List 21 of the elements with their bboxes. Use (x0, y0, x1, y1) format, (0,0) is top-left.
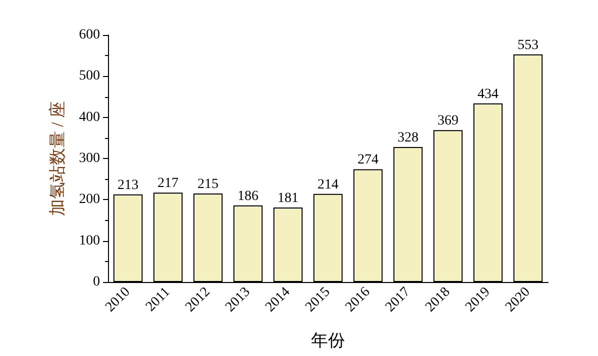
y-tick-label: 0 (93, 274, 100, 290)
y-tick-label: 400 (79, 110, 100, 125)
x-tick-label: 2011 (143, 284, 174, 315)
data-label: 328 (398, 130, 418, 146)
y-tick-label: 200 (79, 192, 100, 208)
data-label: 186 (238, 188, 258, 204)
data-label: 434 (478, 86, 498, 102)
data-label: 274 (358, 152, 378, 168)
data-label: 213 (118, 178, 138, 193)
data-label: 214 (318, 177, 338, 192)
y-tick-label: 500 (79, 68, 100, 84)
y-axis-title: 加氢站数量 / 座 (48, 100, 67, 216)
y-tick-label: 100 (79, 233, 100, 248)
data-label: 369 (438, 114, 458, 129)
y-tick-label: 600 (79, 28, 100, 42)
data-label: 553 (518, 38, 538, 53)
data-label: 217 (158, 176, 178, 192)
x-axis-title: 年份 (311, 331, 345, 350)
y-tick-label: 300 (79, 151, 100, 166)
data-label: 181 (278, 190, 298, 206)
data-label: 215 (198, 176, 218, 192)
